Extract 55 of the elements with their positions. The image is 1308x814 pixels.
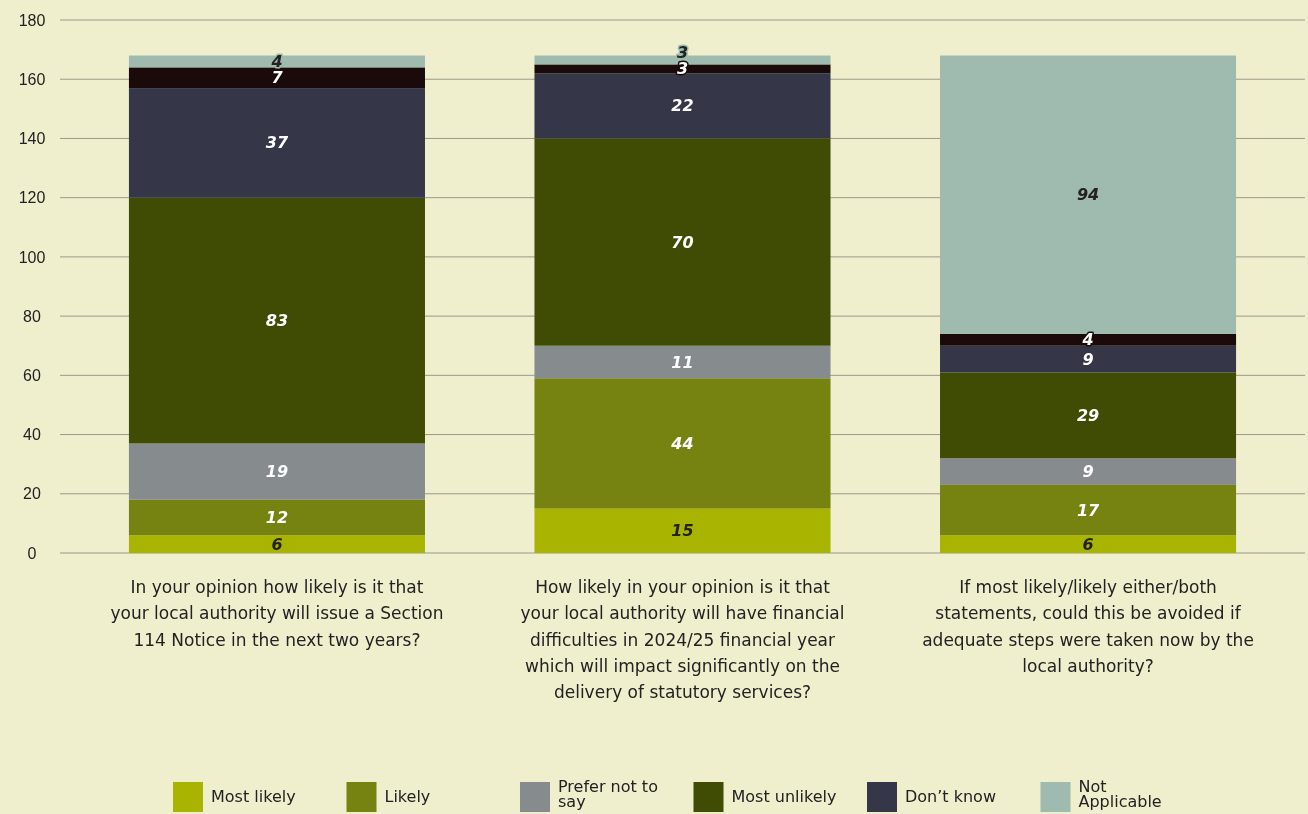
y-tick-label: 180 bbox=[18, 11, 46, 29]
legend-label: Don’t know bbox=[905, 787, 996, 806]
data-label: 83 bbox=[265, 311, 289, 331]
bar bbox=[940, 345, 1237, 373]
data-label: 19 bbox=[265, 462, 289, 482]
y-tick-label: 60 bbox=[23, 366, 41, 384]
bar bbox=[534, 64, 831, 74]
x-tick-label: In your opinion how likely is it that your local authority will issue a Section 114 Notice in the next two years? bbox=[110, 577, 444, 650]
bar bbox=[128, 535, 425, 553]
data-label: 70 bbox=[671, 232, 694, 252]
bar bbox=[534, 73, 831, 139]
bar bbox=[128, 499, 425, 536]
data-label: 94 bbox=[1076, 185, 1100, 205]
data-label: 22 bbox=[671, 96, 694, 116]
data-label: 29 bbox=[1076, 405, 1100, 425]
legend-label: Prefer not to say bbox=[558, 777, 658, 812]
data-label: 4 bbox=[1081, 330, 1094, 350]
y-tick-label: 100 bbox=[18, 248, 46, 266]
bar bbox=[128, 67, 425, 89]
bar bbox=[128, 197, 425, 444]
bar bbox=[940, 458, 1237, 485]
bar bbox=[534, 508, 831, 553]
data-label: 12 bbox=[265, 508, 289, 528]
y-tick-label: 140 bbox=[18, 130, 46, 148]
legend-label: Most likely bbox=[211, 787, 296, 806]
bar bbox=[534, 138, 831, 346]
data-label: 15 bbox=[671, 521, 694, 541]
data-label: 37 bbox=[265, 133, 289, 153]
y-tick-label: 20 bbox=[23, 485, 41, 503]
y-tick-label: 80 bbox=[23, 307, 41, 325]
data-label: 9 bbox=[1082, 349, 1094, 369]
bar bbox=[940, 484, 1237, 536]
data-label: 6 bbox=[1082, 534, 1094, 554]
data-label: 9 bbox=[1082, 462, 1094, 482]
bar bbox=[128, 443, 425, 500]
bar bbox=[940, 55, 1237, 334]
bar bbox=[940, 535, 1237, 553]
data-label: 6 bbox=[271, 534, 283, 554]
bar bbox=[534, 345, 831, 379]
bar bbox=[940, 333, 1237, 346]
y-tick-label: 0 bbox=[27, 544, 37, 562]
bar bbox=[940, 372, 1237, 459]
x-tick-label: How likely in your opinion is it that your local authority will have financial difficulties in 2024/25 financial year which will impact significantly on the delivery of statutory services? bbox=[520, 577, 845, 703]
y-tick-label: 120 bbox=[18, 189, 46, 207]
y-tick-label: 160 bbox=[18, 70, 46, 88]
legend-label: Not Applicable bbox=[1078, 777, 1162, 812]
data-label: 44 bbox=[670, 434, 694, 454]
bar bbox=[128, 88, 425, 198]
data-label: 11 bbox=[671, 352, 694, 372]
data-label: 17 bbox=[1076, 500, 1101, 520]
y-tick-label: 40 bbox=[23, 426, 41, 444]
legend-label: Most unlikely bbox=[731, 787, 837, 806]
legend-label: Likely bbox=[384, 787, 431, 806]
bar bbox=[534, 378, 831, 509]
x-tick-label: If most likely/likely either/both statements, could this be avoided if adequate steps were taken now by the local authority? bbox=[922, 577, 1254, 677]
